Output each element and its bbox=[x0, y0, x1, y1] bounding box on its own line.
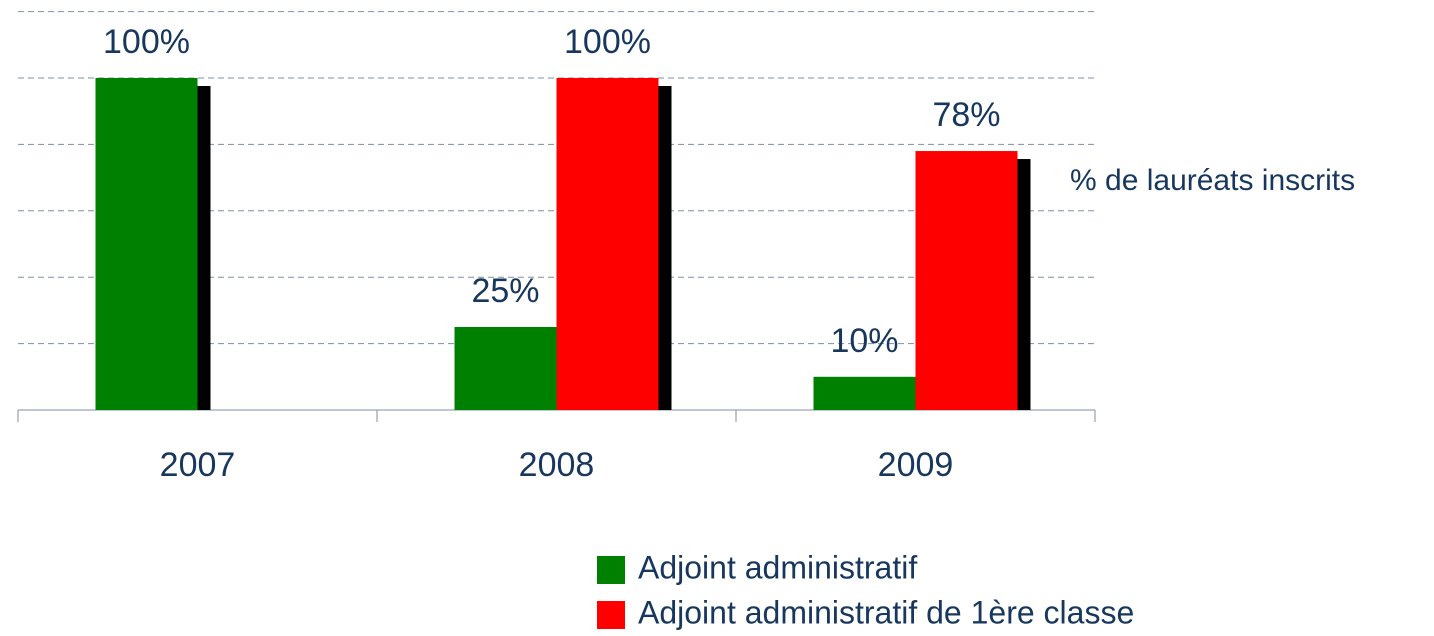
legend-swatch bbox=[597, 556, 625, 584]
bar bbox=[915, 151, 1018, 411]
value-label: 100% bbox=[103, 23, 190, 61]
legend-swatch bbox=[597, 601, 625, 629]
bar bbox=[556, 78, 659, 410]
annotation: % de lauréats inscrits bbox=[1070, 164, 1355, 197]
value-label: 78% bbox=[932, 96, 1000, 134]
value-label: 10% bbox=[830, 322, 898, 360]
bar bbox=[813, 376, 916, 410]
legend-label: Adjoint administratif de 1ère classe bbox=[638, 594, 1134, 630]
x-tick-label: 2008 bbox=[519, 446, 595, 484]
x-tick-label: 2007 bbox=[160, 446, 236, 484]
value-label: 100% bbox=[564, 23, 651, 61]
bar bbox=[95, 78, 198, 410]
bar bbox=[454, 327, 557, 410]
legend-label: Adjoint administratif bbox=[638, 549, 917, 585]
x-tick-label: 2009 bbox=[878, 446, 954, 484]
value-label: 25% bbox=[471, 272, 539, 310]
